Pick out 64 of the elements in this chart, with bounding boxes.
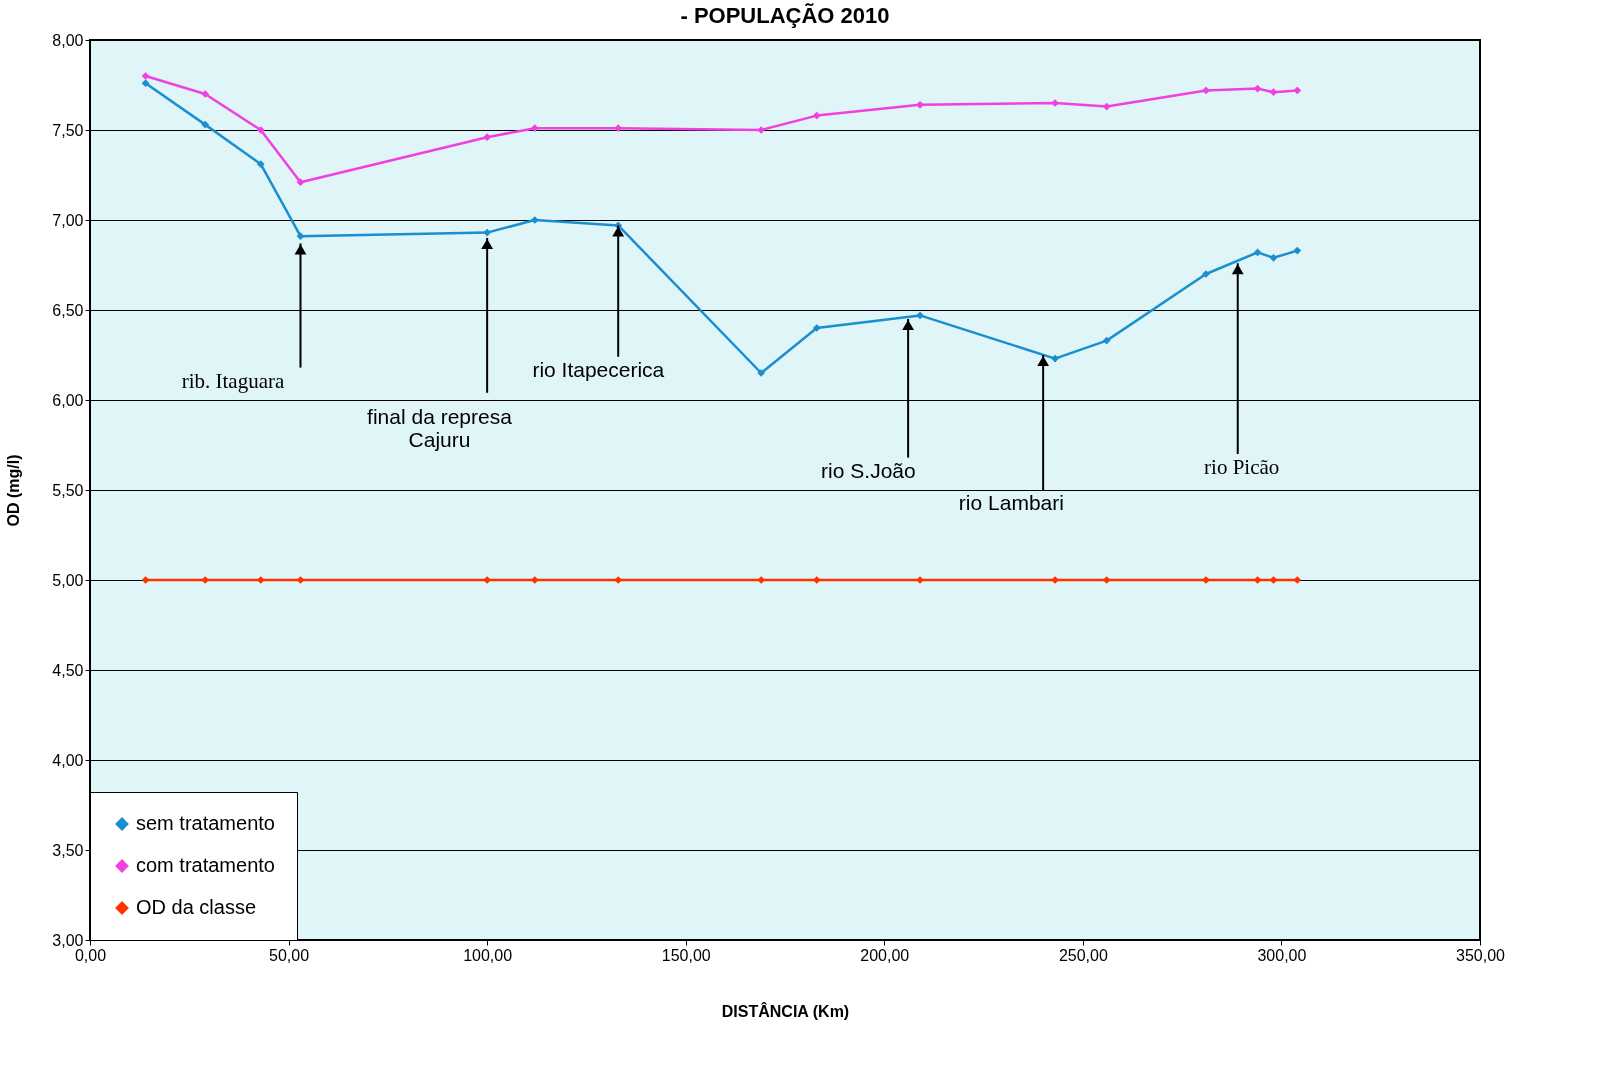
point xyxy=(483,133,492,142)
point xyxy=(1051,354,1059,363)
point xyxy=(757,126,766,134)
point xyxy=(1102,102,1111,111)
legend-label: com tratamento xyxy=(136,854,275,876)
annotation: rio Itapecerica xyxy=(532,358,665,382)
annotation: rib. Itaguara xyxy=(181,369,285,393)
x-tick-label: 300,00 xyxy=(1257,946,1307,964)
point xyxy=(916,100,924,109)
point xyxy=(757,369,766,377)
point xyxy=(812,111,821,120)
y-tick-label: 6,00 xyxy=(52,391,84,409)
point xyxy=(1269,88,1278,97)
point xyxy=(296,178,305,187)
point xyxy=(141,576,150,584)
x-tick-label: 100,00 xyxy=(463,946,513,964)
x-tick-label: 200,00 xyxy=(860,946,910,964)
y-tick-label: 5,50 xyxy=(52,481,84,499)
x-tick-label: 250,00 xyxy=(1058,946,1108,964)
point xyxy=(1269,253,1278,262)
y-tick-label: 4,50 xyxy=(52,661,84,679)
legend-label: OD da classe xyxy=(136,896,257,918)
point xyxy=(1293,86,1302,95)
point xyxy=(256,126,265,134)
point xyxy=(1253,84,1262,93)
x-axis-title: DISTÂNCIA (Km) xyxy=(721,1001,850,1020)
point xyxy=(1253,248,1262,257)
x-tick-label: 50,00 xyxy=(269,946,310,964)
y-tick-label: 7,50 xyxy=(52,121,84,139)
y-tick-label: 6,50 xyxy=(52,301,84,319)
point xyxy=(483,228,492,237)
annotation: rio Picão xyxy=(1204,455,1280,480)
point xyxy=(1293,576,1302,584)
chart-title: - POPULAÇÃO 2010 xyxy=(680,3,890,28)
annotation: final da represa Cajuru xyxy=(367,405,513,451)
point xyxy=(256,160,265,169)
y-tick-label: 8,00 xyxy=(52,31,84,49)
y-axis-title: OD (mg/l) xyxy=(5,454,23,527)
point xyxy=(141,72,150,80)
point xyxy=(201,120,210,129)
y-tick-label: 3,50 xyxy=(52,841,84,859)
x-tick-label: 0,00 xyxy=(74,946,107,964)
point xyxy=(296,576,305,584)
point xyxy=(1269,576,1278,584)
point xyxy=(1202,86,1210,95)
x-tick-label: 350,00 xyxy=(1456,946,1506,964)
y-tick-label: 3,00 xyxy=(52,931,84,949)
legend-label: sem tratamento xyxy=(136,812,275,834)
point xyxy=(1102,336,1111,345)
point xyxy=(530,216,539,224)
point xyxy=(916,311,924,320)
point xyxy=(812,324,821,332)
annotation: rio Lambari xyxy=(958,491,1064,515)
x-tick-label: 150,00 xyxy=(661,946,711,964)
annotation: rio S.João xyxy=(821,459,916,482)
y-tick-label: 7,00 xyxy=(52,211,84,229)
point xyxy=(141,79,150,88)
point xyxy=(1293,246,1302,255)
point xyxy=(1253,576,1262,584)
point xyxy=(296,232,305,241)
point xyxy=(201,90,210,98)
point xyxy=(530,124,539,133)
y-tick-label: 4,00 xyxy=(52,751,84,769)
y-tick-label: 5,00 xyxy=(52,571,84,589)
